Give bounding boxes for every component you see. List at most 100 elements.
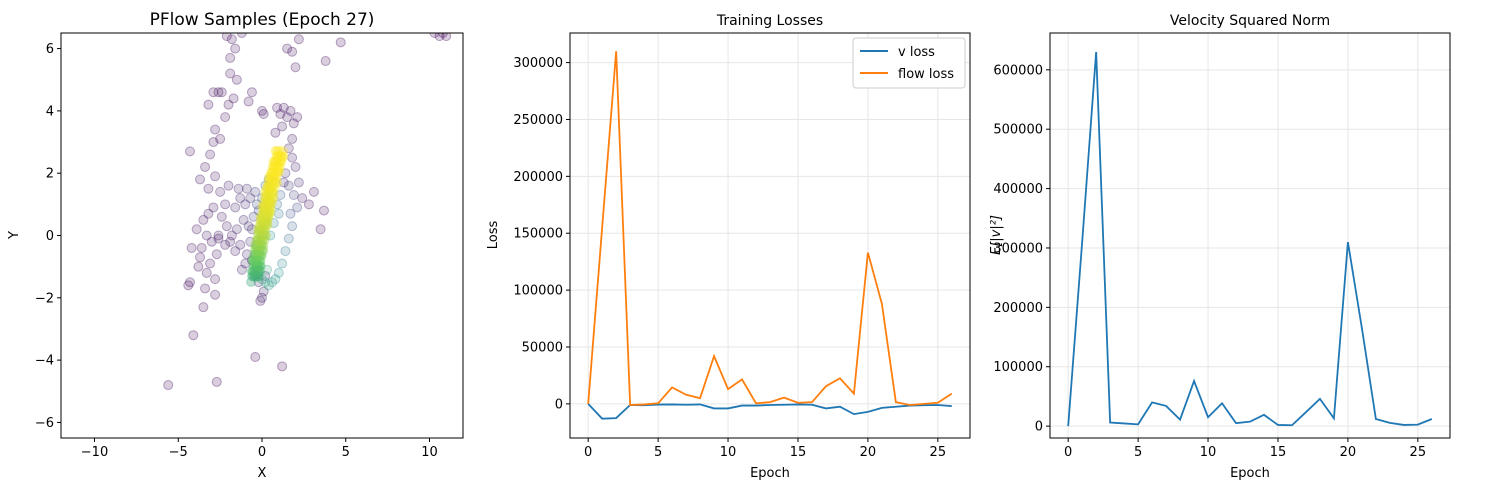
scatter-point (195, 252, 206, 263)
scatter-point (272, 102, 283, 113)
scatter-point (263, 196, 274, 207)
scatter-point (247, 255, 258, 266)
scatter-point (235, 239, 246, 250)
scatter-point (268, 156, 279, 167)
scatter-point (262, 182, 273, 193)
scatter-point (260, 191, 271, 202)
scatter-point (261, 210, 272, 221)
scatter-point (251, 239, 262, 250)
scatter-point (292, 112, 303, 123)
scatter-point (261, 214, 272, 225)
scatter-point (246, 87, 257, 98)
scatter-point (249, 244, 260, 255)
scatter-point (261, 192, 272, 203)
scatter-point (271, 177, 282, 188)
scatter-point (265, 230, 276, 241)
scatter-point (266, 171, 277, 182)
scatter-point (434, 33, 445, 42)
scatter-point (269, 162, 280, 173)
scatter-point (230, 202, 241, 213)
legend-label-flow-loss: flow loss (898, 67, 954, 82)
scatter-point (251, 261, 262, 272)
scatter-point (266, 167, 277, 178)
scatter-point (259, 203, 270, 214)
y-tick-label: −2 (35, 291, 54, 306)
x-tick-label: 20 (860, 445, 877, 460)
scatter-point (258, 286, 269, 297)
y-tick-label: −4 (35, 354, 54, 369)
scatter-point (230, 43, 241, 54)
y-tick-label: 500000 (993, 123, 1043, 138)
scatter-point (247, 270, 258, 281)
scatter-point (195, 174, 206, 185)
scatter-point (250, 266, 261, 277)
scatter-point (253, 271, 264, 282)
scatter-point (254, 240, 265, 251)
scatter-point (267, 277, 278, 288)
scatter-point (220, 112, 231, 123)
scatter-point (270, 274, 281, 285)
scatter-point (184, 277, 195, 288)
scatter-point (252, 229, 263, 240)
scatter-point (255, 295, 266, 306)
scatter-point (221, 33, 232, 42)
scatter-point (255, 261, 266, 272)
scatter-point (260, 277, 271, 288)
scatter-point (215, 133, 226, 144)
x-tick-label: 0 (258, 445, 266, 460)
scatter-point (221, 221, 232, 232)
scatter-point (264, 177, 275, 188)
y-tick-label: 6 (46, 42, 54, 57)
scatter-point (265, 182, 276, 193)
scatter-point (215, 186, 226, 197)
scatter-point (287, 221, 298, 232)
x-tick-label: −10 (81, 445, 108, 460)
x-tick-label: 0 (1064, 445, 1072, 460)
scatter-point (320, 56, 331, 67)
scatter-point (243, 221, 254, 232)
scatter-point (288, 190, 299, 200)
losses-legend: v loss flow loss (852, 37, 966, 89)
scatter-point (441, 33, 452, 42)
scatter-point (225, 236, 236, 247)
scatter-point (276, 152, 287, 163)
scatter-point (277, 121, 288, 132)
scatter-point (288, 118, 299, 129)
scatter-y-label: Y (7, 231, 22, 240)
scatter-point (258, 246, 269, 257)
scatter-point (257, 201, 268, 212)
scatter-point (186, 242, 197, 253)
scatter-point (231, 74, 242, 85)
scatter-point (269, 157, 280, 168)
scatter-point (257, 274, 267, 285)
scatter-point (273, 161, 284, 172)
scatter-point (261, 206, 272, 217)
scatter-point (206, 236, 217, 247)
scatter-point (233, 183, 244, 194)
scatter-point (269, 181, 280, 192)
scatter-point (251, 235, 262, 246)
scatter-point (287, 46, 298, 57)
scatter-point (290, 62, 301, 73)
scatter-point (248, 211, 259, 222)
scatter-point (256, 250, 267, 261)
scatter-point (258, 229, 269, 240)
scatter-point (213, 87, 224, 98)
scatter-point (262, 202, 273, 213)
scatter-point (271, 172, 282, 183)
scatter-point (267, 192, 278, 203)
y-tick-label: 2 (46, 167, 54, 182)
scatter-point (210, 171, 221, 182)
scatter-point (230, 246, 241, 257)
x-tick-label: 5 (1134, 445, 1142, 460)
scatter-point (235, 193, 246, 204)
scatter-point (253, 267, 264, 278)
scatter-point (223, 180, 234, 191)
scatter-point (260, 220, 271, 231)
scatter-point (282, 112, 293, 123)
scatter-point (183, 280, 194, 291)
scatter-point (238, 214, 249, 225)
scatter-point (240, 199, 251, 210)
y-tick-label: −6 (35, 416, 54, 431)
scatter-point (273, 208, 284, 219)
